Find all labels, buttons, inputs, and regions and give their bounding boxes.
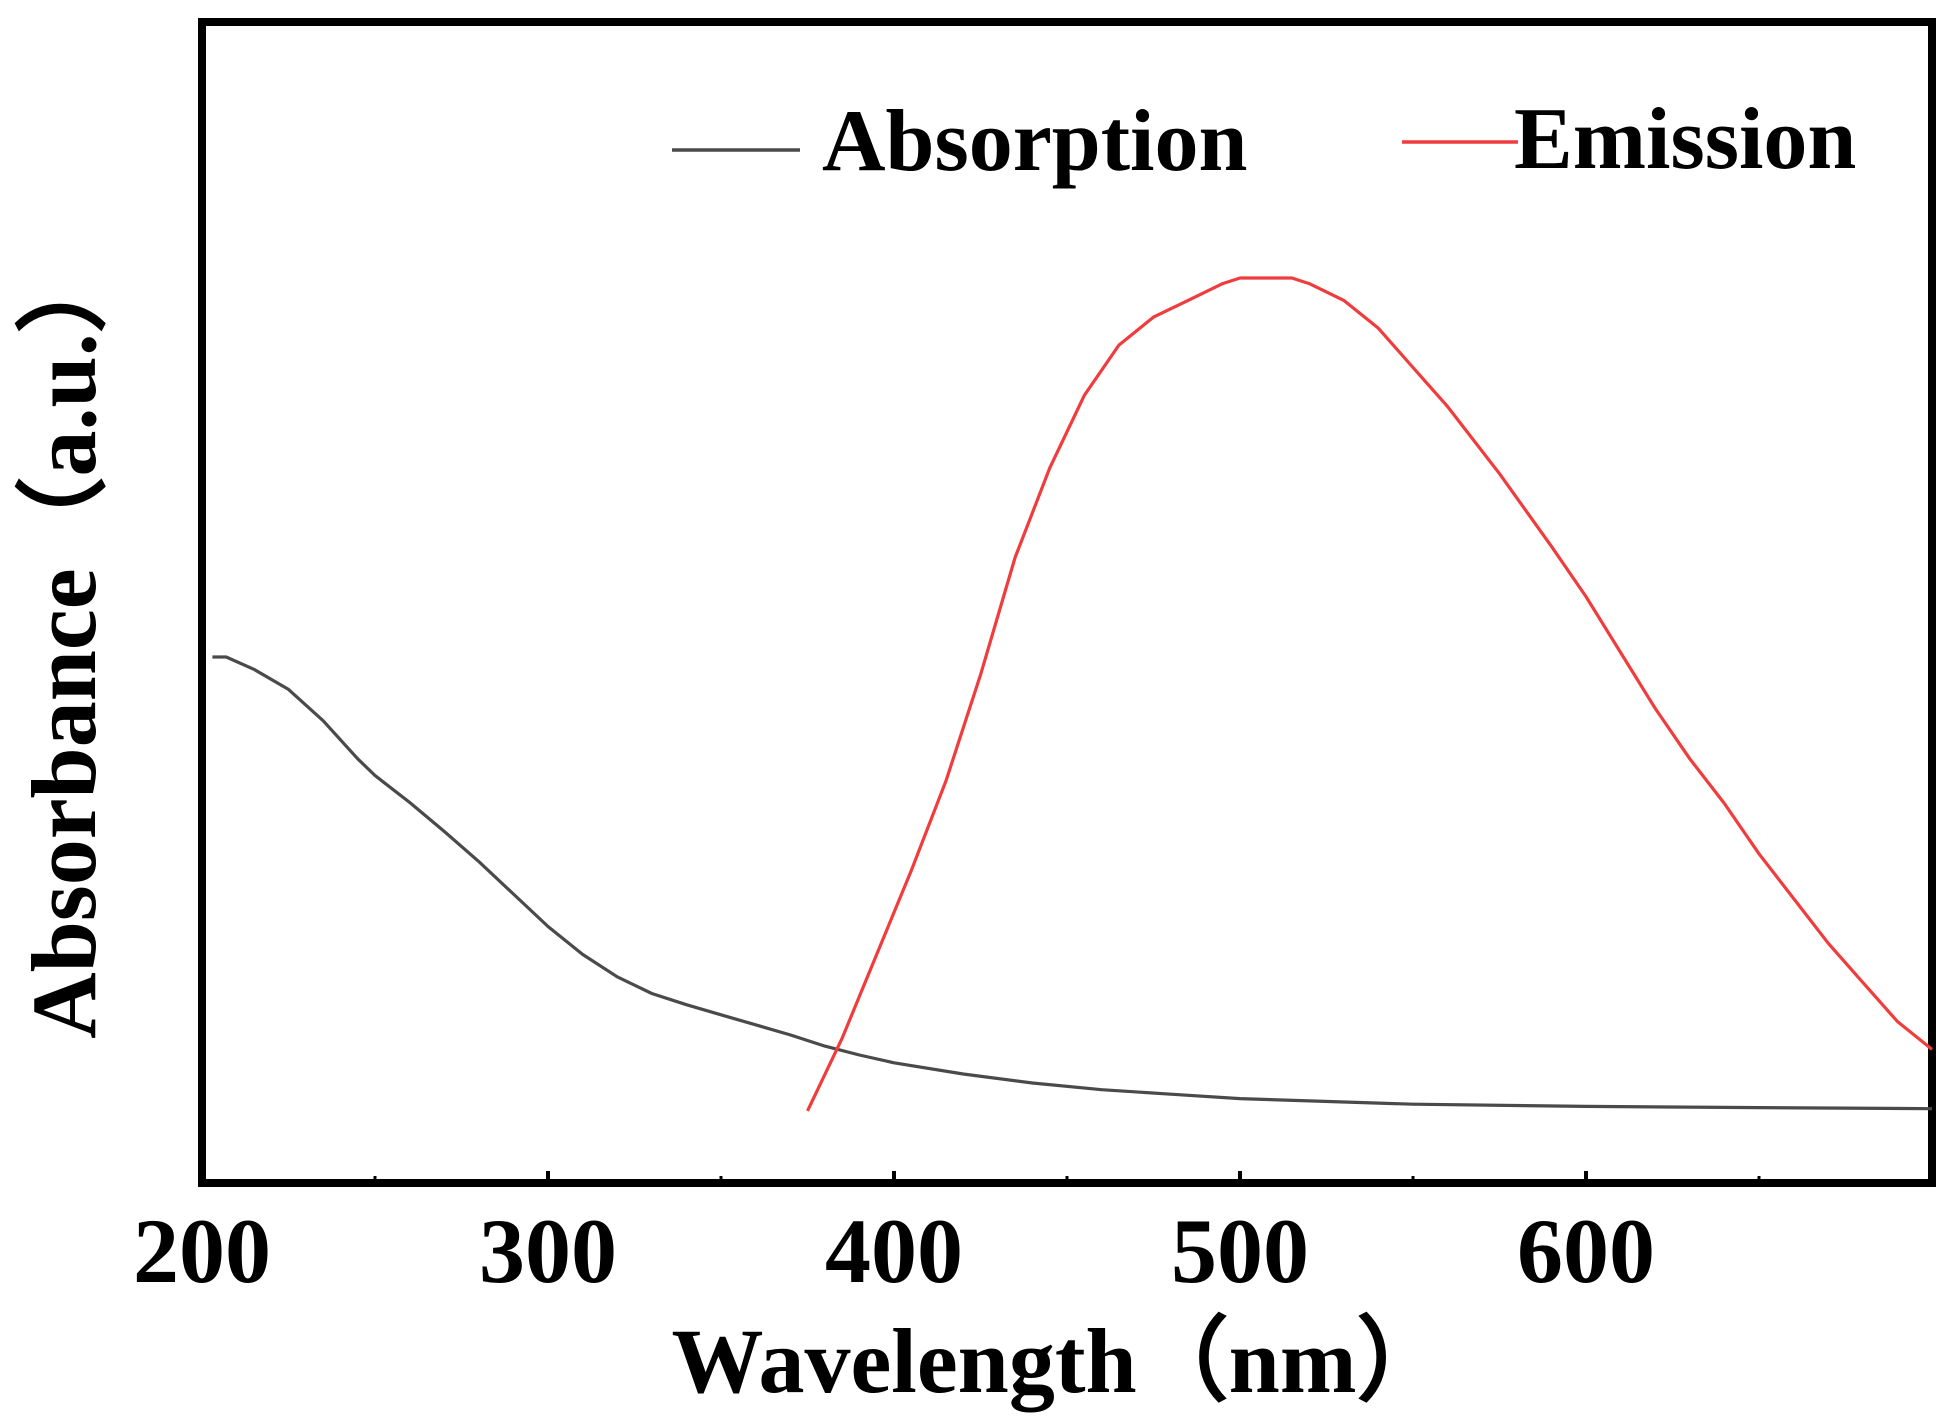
legend-label-absorption: Absorption	[822, 93, 1247, 190]
legend-label-emission: Emission	[1514, 91, 1856, 188]
x-tick-label-400: 400	[825, 1200, 963, 1302]
x-tick-label-500: 500	[1171, 1200, 1309, 1302]
x-axis-ticks: 200 300 400 500 600	[133, 1171, 1761, 1302]
plot-frame	[198, 18, 1936, 1187]
absorption-series-line	[212, 655, 1933, 1111]
x-tick-label-300: 300	[479, 1200, 617, 1302]
y-axis-title: Absorbance（a.u.）	[13, 241, 115, 1038]
emission-series-line	[806, 276, 1934, 1112]
legend: Absorption Emission	[672, 91, 1856, 190]
x-axis-title: Wavelength（nm）	[672, 1310, 1449, 1412]
series-layer	[212, 276, 1934, 1112]
x-tick-label-200: 200	[133, 1200, 271, 1302]
x-tick-label-600: 600	[1517, 1200, 1655, 1302]
